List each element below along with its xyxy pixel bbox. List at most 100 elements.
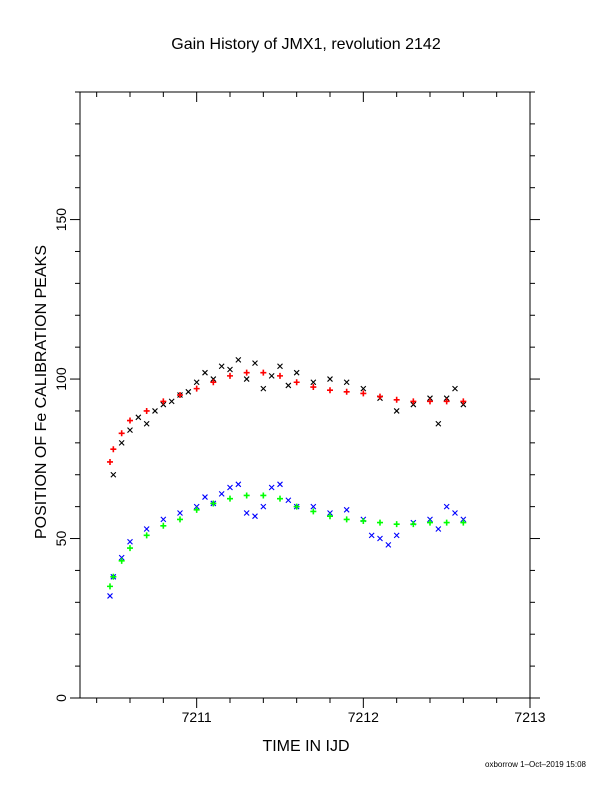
data-point-x-series-0 xyxy=(168,398,175,405)
data-point-x-series-2 xyxy=(327,510,333,516)
data-point-plus-series-3 xyxy=(118,557,125,564)
data-point-plus-series-3 xyxy=(193,506,200,513)
data-point-x-series-2 xyxy=(393,532,400,539)
data-point-x-series-0 xyxy=(285,382,292,389)
data-point-x-series-2 xyxy=(218,490,225,497)
data-point-plus-series-3 xyxy=(260,492,267,499)
data-point-plus-series-3 xyxy=(143,532,150,539)
x-tick-label: 7211 xyxy=(182,709,212,725)
data-point-plus-series-1 xyxy=(360,390,367,397)
data-point-plus-series-3 xyxy=(443,519,450,526)
data-point-x-series-0 xyxy=(277,363,283,370)
data-point-x-series-0 xyxy=(193,379,200,386)
data-point-plus-series-3 xyxy=(460,519,467,526)
data-point-x-series-0 xyxy=(360,385,367,392)
data-point-x-series-0 xyxy=(410,401,417,408)
data-point-x-series-2 xyxy=(252,513,258,520)
data-point-x-series-0 xyxy=(143,420,150,427)
data-point-x-series-2 xyxy=(452,510,458,516)
data-point-x-series-2 xyxy=(143,526,150,532)
data-point-plus-series-1 xyxy=(393,396,400,403)
data-point-plus-series-1 xyxy=(343,388,350,395)
y-tick-label: 0 xyxy=(53,694,69,702)
data-point-plus-series-1 xyxy=(110,446,117,453)
data-point-x-series-2 xyxy=(443,503,450,510)
data-point-x-series-2 xyxy=(193,503,200,510)
data-point-plus-series-1 xyxy=(277,372,283,379)
data-point-x-series-0 xyxy=(435,420,442,427)
data-point-plus-series-1 xyxy=(143,407,150,414)
data-point-x-series-0 xyxy=(185,388,192,395)
data-point-plus-series-1 xyxy=(107,458,113,465)
data-point-x-series-2 xyxy=(385,542,392,548)
data-point-x-series-0 xyxy=(310,379,317,386)
y-tick-label: 100 xyxy=(53,367,69,391)
data-point-x-series-0 xyxy=(110,471,117,478)
data-point-plus-series-1 xyxy=(443,398,450,405)
data-point-x-series-0 xyxy=(327,376,333,382)
data-point-x-series-0 xyxy=(260,385,267,392)
data-point-plus-series-1 xyxy=(460,398,467,405)
data-point-x-series-2 xyxy=(118,554,125,561)
data-point-plus-series-3 xyxy=(293,503,300,510)
y-axis-label: POSITION OF Fe CALIBRATION PEAKS xyxy=(33,245,50,539)
data-point-x-series-0 xyxy=(152,408,158,414)
data-point-x-series-2 xyxy=(377,535,383,542)
data-point-plus-series-3 xyxy=(427,519,433,526)
data-point-plus-series-1 xyxy=(160,398,167,405)
y-tick-label: 50 xyxy=(53,531,69,547)
data-point-x-series-0 xyxy=(127,427,133,433)
data-point-plus-series-3 xyxy=(277,495,283,502)
data-point-x-series-2 xyxy=(243,510,250,516)
data-point-x-series-2 xyxy=(160,516,167,523)
data-point-plus-series-3 xyxy=(177,516,183,523)
data-point-plus-series-1 xyxy=(293,379,300,386)
data-point-x-series-2 xyxy=(343,506,350,513)
data-point-plus-series-3 xyxy=(107,583,113,590)
data-point-plus-series-1 xyxy=(427,398,433,405)
data-point-plus-series-1 xyxy=(127,417,133,424)
data-point-x-series-2 xyxy=(435,526,442,532)
data-point-plus-series-1 xyxy=(118,430,125,437)
data-point-x-series-2 xyxy=(235,481,242,488)
data-point-x-series-0 xyxy=(427,395,433,402)
data-point-x-series-2 xyxy=(107,593,113,599)
data-point-x-series-0 xyxy=(202,369,208,376)
data-point-plus-series-3 xyxy=(127,545,133,552)
data-point-plus-series-1 xyxy=(227,372,233,379)
data-point-plus-series-3 xyxy=(210,500,217,507)
data-point-plus-series-1 xyxy=(377,393,383,400)
data-point-plus-series-1 xyxy=(210,379,217,386)
data-point-x-series-0 xyxy=(160,401,167,408)
data-point-x-series-0 xyxy=(452,385,458,392)
data-point-x-series-0 xyxy=(393,408,400,414)
data-point-plus-series-1 xyxy=(243,369,250,376)
data-point-x-series-0 xyxy=(343,379,350,386)
data-point-plus-series-3 xyxy=(227,495,233,502)
data-point-x-series-2 xyxy=(260,503,267,510)
data-point-x-series-0 xyxy=(268,372,275,379)
x-tick-label: 7213 xyxy=(514,709,545,725)
data-point-plus-series-3 xyxy=(410,521,417,528)
data-point-x-series-0 xyxy=(235,357,242,363)
data-point-x-series-2 xyxy=(310,503,317,510)
data-point-x-series-0 xyxy=(227,366,233,373)
y-tick-label: 150 xyxy=(53,208,69,232)
data-point-x-series-2 xyxy=(127,538,133,545)
data-point-x-series-2 xyxy=(177,510,183,516)
data-point-x-series-0 xyxy=(460,401,467,408)
x-tick-label: 7212 xyxy=(348,709,379,725)
data-point-x-series-0 xyxy=(252,360,258,366)
data-point-x-series-0 xyxy=(293,369,300,376)
data-point-plus-series-3 xyxy=(310,508,317,515)
data-point-x-series-0 xyxy=(135,414,142,421)
data-point-x-series-0 xyxy=(210,376,217,382)
data-point-x-series-2 xyxy=(368,532,375,539)
data-point-plus-series-1 xyxy=(193,385,200,392)
data-point-plus-series-3 xyxy=(343,516,350,523)
chart-title: Gain History of JMX1, revolution 2142 xyxy=(171,36,441,53)
plot-frame xyxy=(79,91,531,699)
data-point-plus-series-1 xyxy=(260,369,267,376)
data-point-x-series-0 xyxy=(443,395,450,402)
